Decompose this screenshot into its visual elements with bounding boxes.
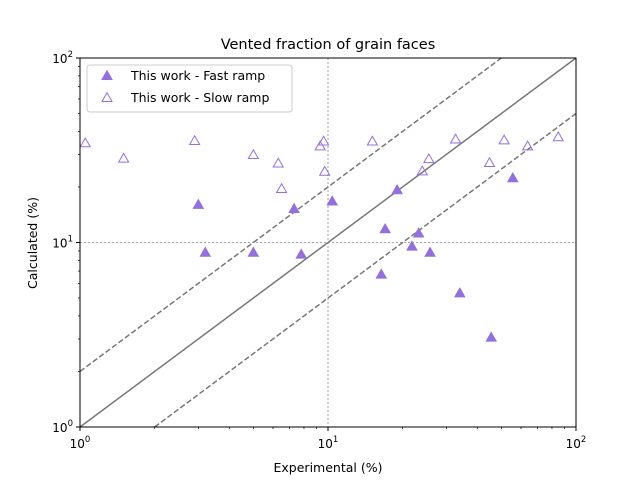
data-point-fast-ramp	[326, 195, 339, 206]
data-point-fast-ramp	[485, 331, 498, 342]
data-point-fast-ramp	[192, 198, 205, 209]
x-tick-label: 101	[318, 435, 339, 451]
y-axis-ticks: 100 101 102	[52, 50, 80, 435]
chart-title: Vented fraction of grain faces	[221, 37, 436, 53]
data-point-slow-ramp	[117, 152, 130, 163]
data-point-slow-ramp	[449, 133, 462, 144]
data-point-fast-ramp	[506, 172, 519, 183]
legend-label-slow-ramp: This work - Slow ramp	[130, 90, 269, 105]
y-axis-label: Calculated (%)	[25, 197, 40, 289]
x-tick-label: 102	[566, 435, 587, 451]
data-markers	[79, 131, 565, 342]
x-axis-ticks: 100 101 102	[70, 427, 587, 451]
data-point-slow-ramp	[498, 134, 510, 145]
legend-box	[86, 64, 293, 113]
legend-marker-fast-ramp	[101, 69, 113, 81]
reference-lines	[79, 57, 577, 428]
data-point-slow-ramp	[272, 157, 285, 168]
data-point-slow-ramp	[188, 134, 201, 146]
data-point-fast-ramp	[288, 202, 300, 213]
data-point-fast-ramp	[391, 184, 403, 195]
data-point-fast-ramp	[453, 287, 466, 298]
data-point-fast-ramp	[412, 227, 425, 238]
data-point-slow-ramp	[317, 135, 330, 146]
data-point-slow-ramp	[318, 165, 331, 176]
data-point-slow-ramp	[275, 182, 288, 194]
data-point-fast-ramp	[379, 223, 392, 234]
data-point-slow-ramp	[521, 140, 534, 151]
data-point-fast-ramp	[406, 240, 418, 251]
data-point-fast-ramp	[199, 246, 212, 257]
y-tick-label: 100	[52, 419, 73, 435]
legend-triangle-filled	[101, 69, 113, 81]
data-point-slow-ramp	[79, 137, 92, 148]
parity-line	[79, 57, 577, 428]
data-point-fast-ramp	[375, 268, 388, 279]
data-point-slow-ramp	[552, 131, 565, 142]
data-point-fast-ramp	[247, 246, 260, 257]
legend-marker-slow-ramp	[101, 91, 113, 103]
x-tick-label: 100	[70, 435, 91, 451]
factor-two-line	[154, 112, 577, 428]
data-point-slow-ramp	[247, 148, 260, 160]
legend-triangle-hollow	[101, 91, 113, 103]
legend: This work - Fast ramp This work - Slow r…	[86, 64, 293, 113]
data-point-slow-ramp	[314, 140, 327, 151]
data-point-slow-ramp	[483, 156, 496, 167]
data-point-fast-ramp	[295, 248, 308, 259]
data-point-slow-ramp	[366, 135, 379, 146]
y-tick-label: 101	[52, 235, 73, 251]
data-point-slow-ramp	[422, 152, 435, 164]
x-axis-label: Experimental (%)	[274, 460, 383, 475]
data-point-fast-ramp	[424, 246, 436, 257]
data-point-slow-ramp	[416, 165, 429, 176]
legend-label-fast-ramp: This work - Fast ramp	[130, 68, 265, 83]
y-tick-label: 102	[52, 50, 73, 66]
